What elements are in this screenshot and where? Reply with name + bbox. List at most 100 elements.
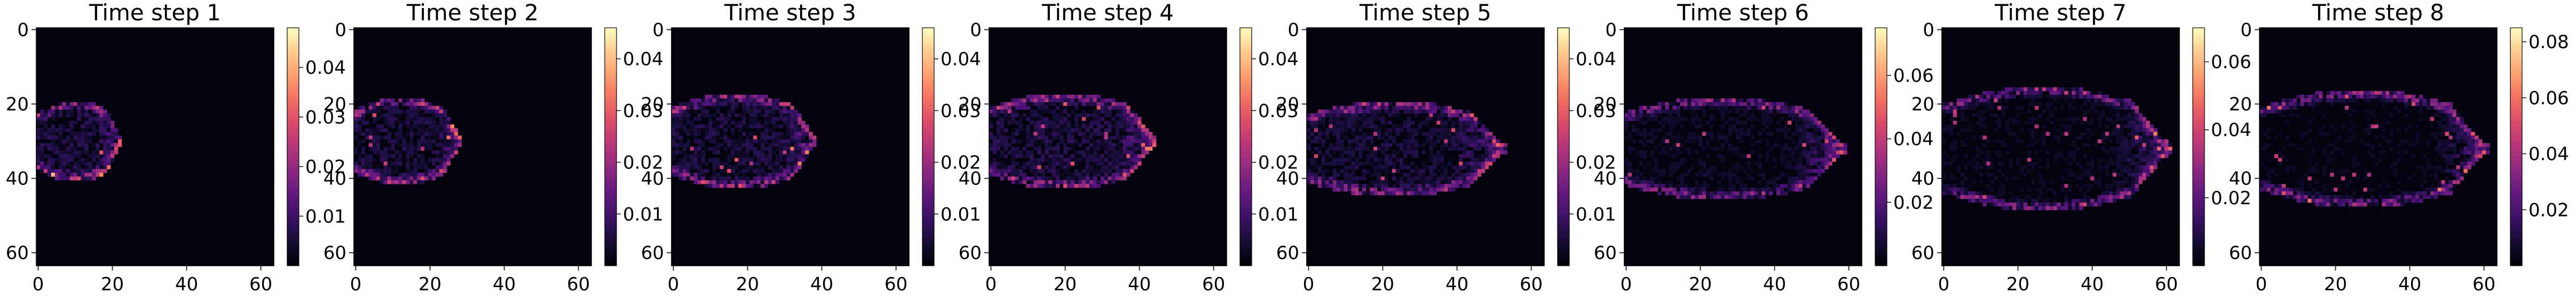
heatmap-cell [992, 169, 997, 173]
heatmap-cell [1085, 128, 1090, 133]
heatmap-cell [2311, 102, 2316, 106]
heatmap-cell [1111, 135, 1116, 140]
heatmap-cell [1945, 184, 1950, 188]
heatmap-cell [107, 117, 111, 121]
heatmap-cell [2079, 106, 2083, 110]
heatmap-cell [768, 102, 772, 106]
heatmap-cell [1351, 173, 1355, 177]
heatmap-cell [1414, 128, 1418, 133]
heatmap-cell [1813, 120, 1818, 125]
heatmap-cell [1096, 106, 1101, 110]
heatmap-cell [2068, 187, 2072, 192]
heatmap-cell [1003, 165, 1008, 169]
heatmap-cell [1362, 173, 1366, 177]
heatmap-cell [1425, 165, 1429, 169]
heatmap-cell [84, 109, 89, 114]
heatmap-cell [110, 154, 115, 158]
heatmap-cell [2083, 95, 2087, 99]
heatmap-cell [779, 124, 783, 129]
heatmap-cell [1477, 135, 1482, 140]
heatmap-cell [1041, 158, 1045, 162]
heatmap-cell [77, 102, 81, 106]
heatmap-cell [1945, 124, 1950, 129]
heatmap-cell [2370, 95, 2375, 99]
heatmap-cell [1691, 135, 1695, 140]
heatmap-cell [2053, 87, 2057, 91]
heatmap-cell [1093, 161, 1097, 166]
heatmap-cell [2108, 195, 2113, 199]
heatmap-cell [2370, 91, 2375, 95]
heatmap-cell [727, 124, 731, 129]
heatmap-cell [1060, 139, 1064, 143]
heatmap-cell [2135, 143, 2139, 147]
heatmap-cell [1986, 154, 1990, 158]
heatmap-cell [671, 109, 676, 114]
heatmap-cell [1503, 143, 1507, 147]
heatmap-cell [394, 176, 399, 181]
heatmap-cell [1758, 154, 1762, 158]
heatmap-cell [1956, 169, 1961, 173]
heatmap-cell [2030, 202, 2035, 207]
heatmap-cell [786, 109, 791, 114]
heatmap-cell [421, 106, 425, 110]
heatmap-cell [380, 173, 384, 177]
heatmap-cell [2116, 124, 2121, 129]
heatmap-cell [51, 113, 56, 118]
heatmap-cell [361, 173, 366, 177]
heatmap-cell [731, 109, 735, 114]
heatmap-cell [1045, 128, 1049, 133]
heatmap-cell [1739, 165, 1743, 169]
heatmap-cell [1964, 195, 1969, 199]
heatmap-cell [1111, 154, 1116, 158]
heatmap-cell [760, 124, 765, 129]
heatmap-cell [1366, 187, 1370, 192]
heatmap-cell [413, 169, 417, 173]
heatmap-cell [1698, 106, 1703, 110]
heatmap-cell [2131, 176, 2135, 181]
heatmap-cell [1747, 117, 1751, 121]
heatmap-cell [1949, 187, 1954, 192]
heatmap-cell [1724, 135, 1729, 140]
heatmap-cell [394, 150, 399, 155]
heatmap-cell [1956, 191, 1961, 196]
heatmap-cell [1646, 132, 1651, 136]
heatmap-cell [54, 173, 59, 177]
heatmap-cell [66, 135, 70, 140]
heatmap-cell [2157, 139, 2161, 143]
colorbar [1239, 27, 1252, 266]
heatmap-cell [1377, 113, 1381, 118]
heatmap-cell [103, 120, 107, 125]
heatmap-cell [114, 139, 118, 143]
heatmap-cell [764, 124, 769, 129]
heatmap-cell [2112, 132, 2117, 136]
heatmap-cell [1033, 102, 1038, 106]
heatmap-cell [797, 124, 802, 129]
heatmap-cell [1665, 117, 1669, 121]
heatmap-cell [1052, 173, 1056, 177]
heatmap-cell [47, 161, 52, 166]
heatmap-cell [753, 102, 757, 106]
heatmap-cell [2120, 139, 2124, 143]
heatmap-cell [66, 169, 70, 173]
heatmap-cell [1358, 187, 1363, 192]
heatmap-cell [1750, 187, 1755, 192]
heatmap-cell [394, 139, 399, 143]
heatmap-cell [2123, 139, 2128, 143]
heatmap-cell [1713, 195, 1718, 199]
heatmap-cell [1096, 139, 1101, 143]
heatmap-cell [1802, 154, 1807, 158]
heatmap-cell [1381, 135, 1385, 140]
x-tick-label: 40 [2081, 274, 2104, 295]
heatmap-cell [2105, 161, 2109, 166]
heatmap-cell [2053, 158, 2057, 162]
heatmap-cell [2064, 98, 2068, 103]
y-tick-label: 60 [1911, 243, 1934, 264]
heatmap-cell [1765, 191, 1769, 196]
heatmap-cell [716, 102, 720, 106]
heatmap-cell [1463, 184, 1467, 188]
heatmap-cell [1728, 102, 1733, 106]
heatmap-cell [1344, 180, 1348, 184]
heatmap-cell [73, 176, 77, 181]
heatmap-cell [686, 117, 691, 121]
heatmap-cell [1314, 128, 1318, 133]
